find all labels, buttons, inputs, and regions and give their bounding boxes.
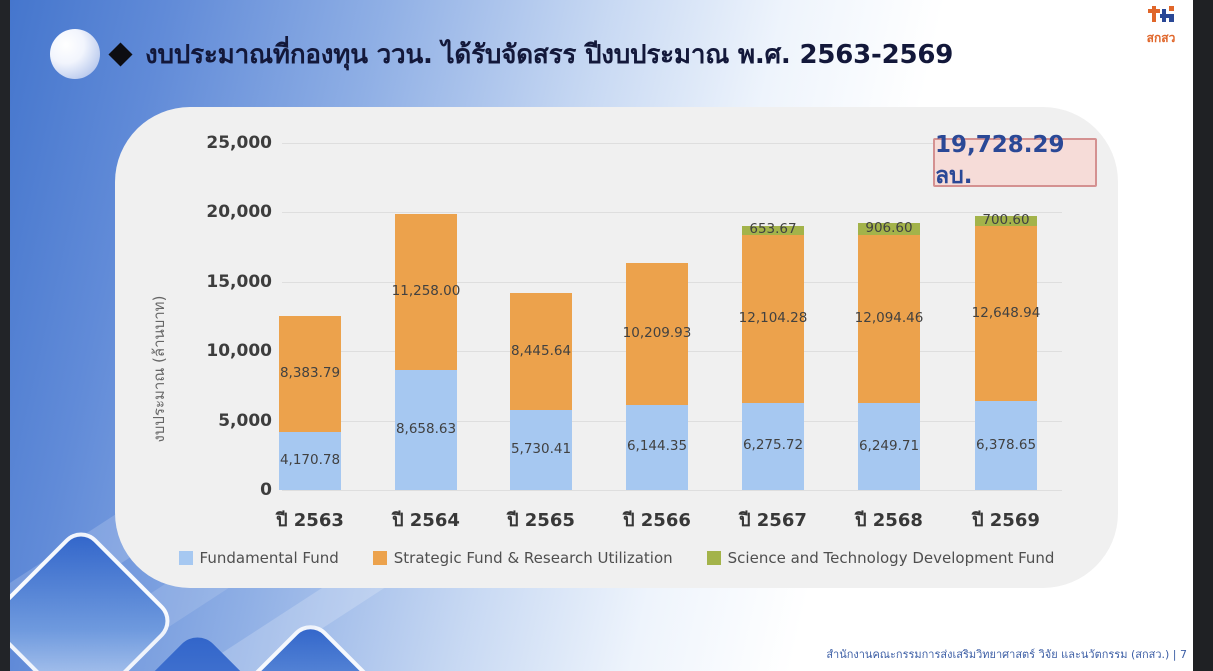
- bar-segment-strategic: [510, 293, 572, 411]
- legend-label: Strategic Fund & Research Utilization: [393, 549, 673, 567]
- y-axis-tick-label: 5,000: [218, 410, 272, 431]
- bar-segment-value-label: 6,144.35: [626, 438, 688, 455]
- bar-segment-value-label: 700.60: [982, 212, 1030, 229]
- legend-label: Fundamental Fund: [199, 549, 339, 567]
- bar-segment-strategic: [626, 263, 688, 405]
- page-title: งบประมาณที่กองทุน ววน. ได้รับจัดสรร ปีงบ…: [145, 39, 954, 70]
- bar-segment-value-label: 8,658.63: [395, 420, 457, 437]
- bar-segment-fundamental: [742, 402, 804, 490]
- legend-label: Science and Technology Development Fund: [727, 549, 1055, 567]
- legend-item: Fundamental Fund: [178, 549, 339, 567]
- y-axis-tick-label: 20,000: [206, 202, 272, 223]
- bar-segment-scitech: [858, 222, 920, 236]
- bar-segment-value-label: 12,094.46: [854, 310, 924, 327]
- sphere-decoration-icon: [50, 29, 100, 79]
- total-callout-badge: 19,728.29 ลบ.: [933, 132, 1097, 189]
- bar-segment-fundamental: [975, 401, 1037, 490]
- legend-swatch-icon: [178, 551, 193, 565]
- bar-segment-fundamental: [510, 410, 572, 490]
- x-axis-category-label: ปี 2565: [507, 510, 575, 531]
- gridline: [282, 490, 1062, 491]
- bar-segment-strategic: [742, 234, 804, 403]
- footer-text: สำนักงานคณะกรรมการส่งเสริมวิทยาศาสตร์ วิ…: [826, 648, 1187, 661]
- bar-segment-value-label: 10,209.93: [622, 324, 692, 341]
- gridline: [282, 143, 1062, 144]
- diamond-bullet-icon: [108, 41, 133, 67]
- y-axis-tick-label: 0: [260, 480, 272, 500]
- bar-segment-fundamental: [858, 403, 920, 490]
- bar-segment-fundamental: [279, 432, 341, 490]
- bar-segment-scitech: [742, 225, 804, 235]
- bar-segment-value-label: 8,445.64: [510, 342, 572, 359]
- bar-segment-value-label: 11,258.00: [391, 282, 461, 299]
- bar-segment-strategic: [858, 235, 920, 404]
- x-axis-category-label: ปี 2569: [972, 510, 1040, 531]
- bar-segment-value-label: 12,648.94: [971, 304, 1041, 321]
- bar-segment-strategic: [395, 213, 457, 370]
- y-axis-tick-label: 15,000: [206, 271, 272, 292]
- x-axis-category-label: ปี 2564: [392, 510, 460, 531]
- y-axis-tick-label: 25,000: [206, 133, 272, 153]
- x-axis-category-label: ปี 2567: [739, 510, 807, 531]
- left-edge-strip: [0, 0, 10, 671]
- bar-segment-value-label: 6,275.72: [742, 437, 804, 454]
- bar-segment-value-label: 6,249.71: [858, 437, 920, 454]
- tsri-logo: สกสว: [1139, 6, 1183, 44]
- bar-segment-value-label: 653.67: [749, 221, 797, 238]
- bar-segment-value-label: 5,730.41: [510, 441, 572, 458]
- y-axis-tick-label: 10,000: [206, 341, 272, 362]
- legend-item: Science and Technology Development Fund: [706, 549, 1055, 567]
- bar-segment-strategic: [975, 225, 1037, 402]
- bar-segment-value-label: 4,170.78: [279, 452, 341, 469]
- bar-segment-strategic: [279, 315, 341, 433]
- slide: งบประมาณที่กองทุน ววน. ได้รับจัดสรร ปีงบ…: [10, 0, 1193, 671]
- x-axis-category-label: ปี 2568: [855, 510, 923, 531]
- bar-segment-value-label: 8,383.79: [279, 364, 341, 381]
- tsri-logo-text: สกสว: [1146, 31, 1176, 45]
- bar-segment-fundamental: [395, 369, 457, 490]
- chart-legend: Fundamental Fund Strategic Fund & Researc…: [115, 549, 1118, 567]
- chart-card: งบประมาณ (ล้านบาท) 0 5,000 10,000 15,000 20,…: [115, 107, 1118, 588]
- bar-segment-value-label: 12,104.28: [738, 309, 808, 326]
- bar-segment-fundamental: [626, 404, 688, 490]
- bar-segment-scitech: [975, 216, 1037, 226]
- stacked-bar-chart: งบประมาณ (ล้านบาท) 0 5,000 10,000 15,000 20,…: [115, 107, 1118, 588]
- legend-swatch-icon: [372, 551, 387, 565]
- bar-segment-value-label: 906.60: [865, 220, 913, 237]
- x-axis-category-label: ปี 2563: [276, 510, 344, 531]
- legend-swatch-icon: [706, 551, 721, 565]
- right-edge-strip: [1193, 0, 1213, 671]
- x-axis-category-label: ปี 2566: [623, 510, 691, 531]
- bar-segment-value-label: 6,378.65: [975, 436, 1037, 453]
- slide-header: งบประมาณที่กองทุน ววน. ได้รับจัดสรร ปีงบ…: [50, 26, 953, 82]
- tsri-logo-mark-icon: [1147, 6, 1174, 22]
- legend-item: Strategic Fund & Research Utilization: [372, 549, 673, 567]
- gridline: [282, 212, 1062, 214]
